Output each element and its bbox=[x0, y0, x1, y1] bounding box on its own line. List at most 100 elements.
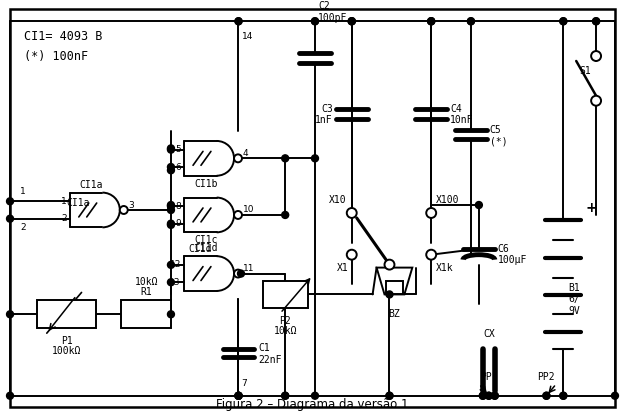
Text: P1: P1 bbox=[61, 336, 72, 346]
Circle shape bbox=[468, 18, 474, 25]
Circle shape bbox=[168, 201, 174, 208]
Bar bbox=[386, 280, 403, 295]
Bar bbox=[121, 300, 171, 328]
Bar bbox=[37, 300, 96, 328]
Circle shape bbox=[235, 18, 242, 25]
Text: PP1: PP1 bbox=[480, 372, 498, 382]
Text: BZ: BZ bbox=[389, 310, 401, 319]
Circle shape bbox=[386, 392, 393, 399]
Circle shape bbox=[234, 211, 242, 219]
Text: 10kΩ: 10kΩ bbox=[134, 277, 158, 287]
Circle shape bbox=[311, 155, 319, 162]
Text: 3: 3 bbox=[129, 201, 134, 210]
Text: B1
6/
9V: B1 6/ 9V bbox=[568, 283, 580, 316]
Circle shape bbox=[168, 203, 174, 210]
Text: CI1d: CI1d bbox=[189, 244, 212, 254]
Text: CI1d: CI1d bbox=[194, 243, 218, 253]
Text: CI1= 4093 B: CI1= 4093 B bbox=[24, 30, 102, 43]
Circle shape bbox=[348, 18, 355, 25]
Text: PP2: PP2 bbox=[538, 372, 555, 382]
Circle shape bbox=[234, 270, 242, 277]
Circle shape bbox=[384, 260, 394, 270]
Text: 8: 8 bbox=[175, 202, 181, 211]
Circle shape bbox=[428, 18, 434, 25]
Polygon shape bbox=[377, 267, 412, 295]
Circle shape bbox=[560, 392, 567, 399]
Text: +: + bbox=[585, 201, 597, 215]
Text: 10: 10 bbox=[243, 206, 254, 215]
Circle shape bbox=[591, 96, 601, 106]
Text: CX: CX bbox=[483, 329, 495, 339]
Circle shape bbox=[560, 18, 567, 25]
Circle shape bbox=[168, 261, 174, 268]
Text: CI1c: CI1c bbox=[194, 235, 218, 245]
Text: 1: 1 bbox=[61, 197, 67, 206]
Circle shape bbox=[120, 206, 127, 214]
Circle shape bbox=[428, 18, 434, 25]
Text: C2
100pF: C2 100pF bbox=[318, 1, 348, 23]
Circle shape bbox=[235, 392, 242, 399]
Text: 2: 2 bbox=[20, 223, 26, 232]
Circle shape bbox=[347, 208, 357, 218]
Circle shape bbox=[348, 18, 355, 25]
Circle shape bbox=[311, 392, 319, 399]
Circle shape bbox=[386, 392, 393, 399]
Circle shape bbox=[543, 392, 550, 399]
Circle shape bbox=[282, 392, 289, 399]
Text: 6: 6 bbox=[175, 163, 181, 171]
Circle shape bbox=[479, 392, 486, 399]
Circle shape bbox=[168, 145, 174, 152]
Text: 10kΩ: 10kΩ bbox=[273, 326, 297, 336]
Circle shape bbox=[6, 198, 14, 205]
Text: 5: 5 bbox=[175, 145, 181, 154]
Text: 14: 14 bbox=[241, 32, 253, 41]
Text: 1: 1 bbox=[20, 187, 26, 196]
Circle shape bbox=[282, 155, 289, 162]
Text: 7: 7 bbox=[241, 379, 248, 388]
Text: CI1b: CI1b bbox=[194, 179, 218, 189]
Circle shape bbox=[238, 270, 244, 277]
Text: C6
100μF: C6 100μF bbox=[498, 244, 527, 265]
Circle shape bbox=[468, 18, 474, 25]
Circle shape bbox=[235, 392, 242, 399]
Text: X1: X1 bbox=[337, 262, 349, 272]
Text: (*) 100nF: (*) 100nF bbox=[24, 50, 88, 62]
Circle shape bbox=[168, 220, 174, 227]
Text: X10: X10 bbox=[329, 195, 347, 205]
Circle shape bbox=[168, 221, 174, 228]
Circle shape bbox=[479, 392, 486, 399]
Text: C5
(*): C5 (*) bbox=[490, 125, 508, 146]
Text: CI1a: CI1a bbox=[80, 180, 103, 190]
Circle shape bbox=[491, 392, 498, 399]
Circle shape bbox=[592, 18, 599, 25]
Circle shape bbox=[491, 392, 498, 399]
Circle shape bbox=[6, 392, 14, 399]
Circle shape bbox=[426, 250, 436, 260]
Circle shape bbox=[168, 163, 174, 171]
Text: X1k: X1k bbox=[436, 262, 454, 272]
Text: 2: 2 bbox=[61, 214, 67, 223]
Text: 4: 4 bbox=[243, 149, 249, 158]
Circle shape bbox=[234, 154, 242, 162]
Text: C4
10nF: C4 10nF bbox=[450, 104, 474, 126]
Circle shape bbox=[347, 250, 357, 260]
Circle shape bbox=[282, 392, 289, 399]
Text: 9: 9 bbox=[175, 219, 181, 228]
Circle shape bbox=[168, 311, 174, 318]
Text: R1: R1 bbox=[140, 287, 152, 297]
Text: S1: S1 bbox=[579, 66, 591, 76]
Text: 13: 13 bbox=[169, 278, 181, 287]
Text: C3
1nF: C3 1nF bbox=[315, 104, 333, 126]
Circle shape bbox=[591, 51, 601, 61]
Text: CI1a: CI1a bbox=[67, 198, 90, 208]
Circle shape bbox=[428, 18, 434, 25]
Circle shape bbox=[486, 392, 492, 399]
Circle shape bbox=[168, 206, 174, 213]
Circle shape bbox=[476, 201, 482, 208]
Circle shape bbox=[168, 167, 174, 174]
Text: X100: X100 bbox=[436, 195, 459, 205]
Circle shape bbox=[311, 18, 319, 25]
Circle shape bbox=[235, 18, 242, 25]
Circle shape bbox=[560, 18, 567, 25]
Circle shape bbox=[560, 392, 567, 399]
